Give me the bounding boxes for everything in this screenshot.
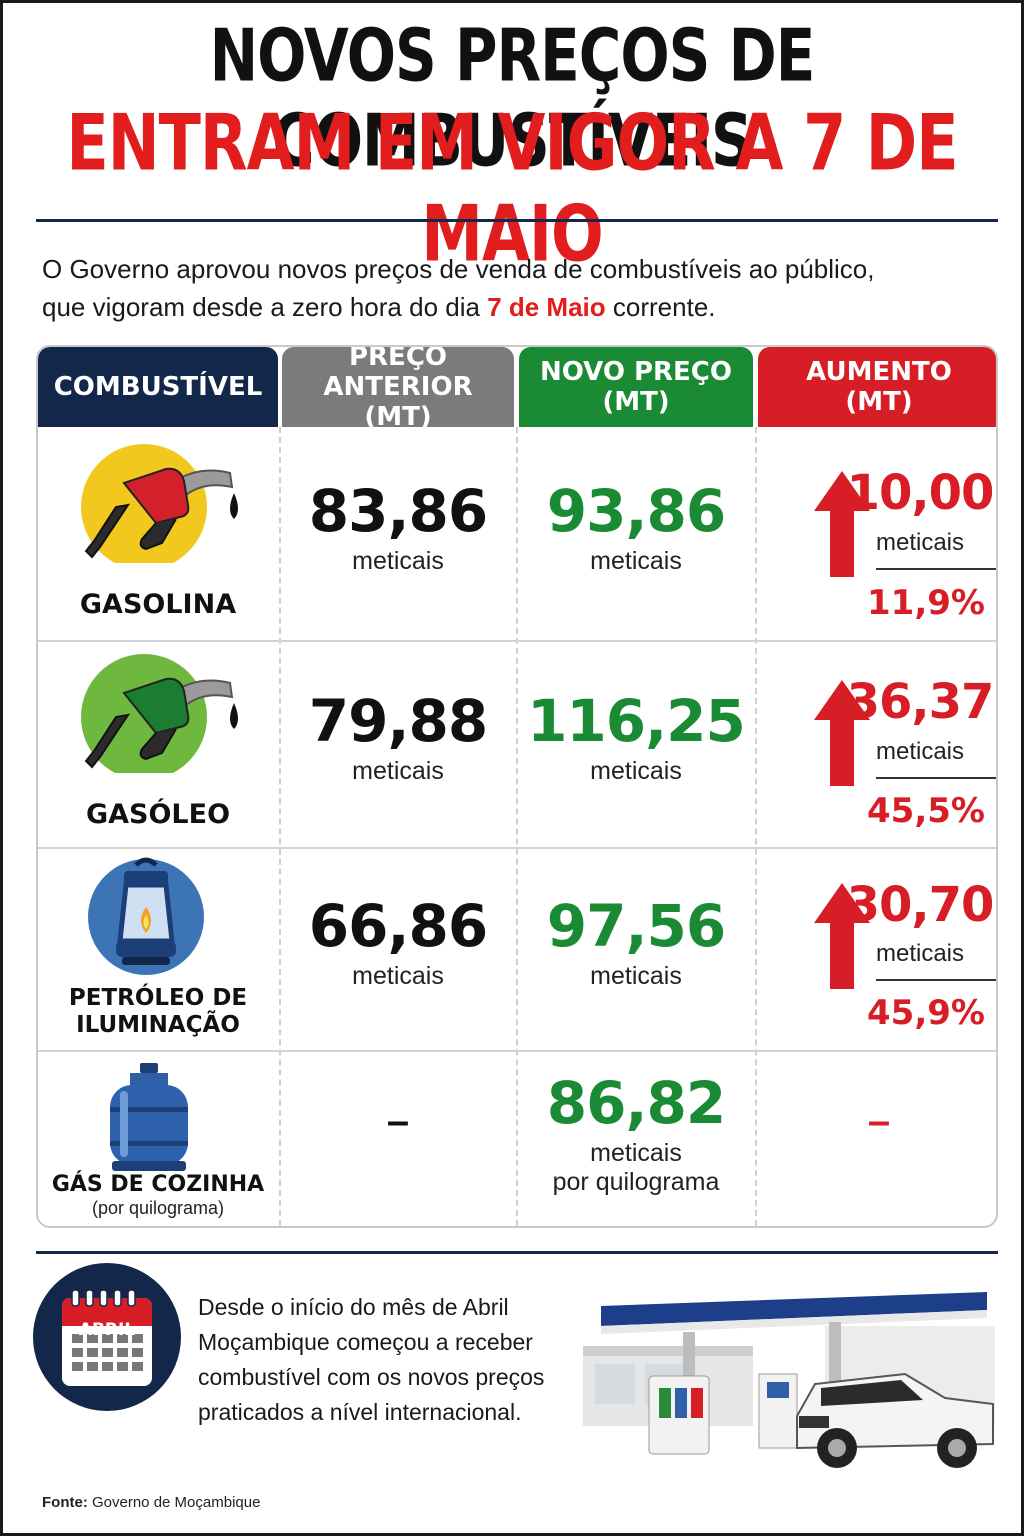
headline-line-1: NOVOS PREÇOS DE COMBUSTÍVEIS — [209, 13, 816, 183]
header-new-label: NOVO PREÇO — [539, 357, 732, 387]
new-price-unit: meticais — [590, 757, 682, 785]
increase-percent-petroleo: 45,9% — [867, 993, 985, 1033]
fuel-name-petroleo: PETRÓLEO DE ILUMINAÇÃO — [38, 985, 278, 1039]
previous-price-value: 79,88 — [308, 687, 488, 755]
previous-price-gas-cozinha: – — [282, 1099, 514, 1144]
previous-price-value: 83,86 — [308, 477, 488, 545]
divider — [36, 219, 998, 222]
increase-arrow-icon — [814, 883, 870, 989]
new-price-value: 116,25 — [527, 687, 746, 755]
previous-price-gasolina: 83,86 meticais — [282, 477, 514, 576]
intro-text: O Governo aprovou novos preços de venda … — [42, 250, 992, 326]
new-price-value: 86,82 — [546, 1069, 726, 1137]
increase-value-petroleo: 30,70 — [846, 877, 995, 933]
footnote-line-1: Desde o início do mês de Abril — [198, 1294, 509, 1320]
gas-station-illustration — [583, 1292, 995, 1468]
gas-pump-nozzle-green-icon — [81, 654, 238, 773]
increase-percent-gasoleo: 45,5% — [867, 791, 985, 831]
increase-arrow-icon — [814, 471, 870, 577]
increase-arrow-icon — [814, 680, 870, 786]
intro-part-1: O Governo aprovou novos preços de venda … — [42, 254, 875, 284]
increase-divider — [876, 777, 996, 779]
calendar-month-label: ABRIL — [78, 1320, 136, 1340]
increase-percent-gasolina: 11,9% — [867, 583, 985, 623]
headline-line-2: ENTRAM EM VIGOR A 7 DE MAIO — [66, 96, 958, 280]
new-price-gasoleo: 116,25 meticais — [519, 687, 753, 786]
increase-divider — [876, 979, 996, 981]
increase-divider — [876, 568, 996, 570]
previous-price-unit: meticais — [352, 547, 444, 575]
empty-value-dash: – — [867, 1099, 891, 1143]
column-divider — [755, 427, 757, 1226]
source-credit: Fonte: Governo de Moçambique — [42, 1494, 260, 1511]
header-new-price: NOVO PREÇO (MT) — [519, 347, 753, 427]
fuel-name-line-1: PETRÓLEO DE — [68, 985, 248, 1011]
increase-value-gasolina: 10,00 — [846, 465, 995, 521]
increase-gas-cozinha: – — [758, 1099, 996, 1144]
divider — [36, 1251, 998, 1254]
empty-value-dash: – — [386, 1099, 410, 1143]
gas-cylinder-icon — [110, 1063, 188, 1171]
row-divider — [38, 847, 996, 849]
new-price-unit-sub: por quilograma — [552, 1168, 720, 1196]
oil-lantern-icon — [88, 857, 204, 975]
previous-price-unit: meticais — [352, 757, 444, 785]
intro-part-3: corrente. — [605, 292, 716, 322]
footnote-line-4: praticados a nível internacional. — [198, 1399, 522, 1425]
fuel-name-gasolina: GASOLINA — [79, 589, 237, 620]
previous-price-gasoleo: 79,88 meticais — [282, 687, 514, 786]
new-price-value: 93,86 — [546, 477, 726, 545]
header-previous-label: PREÇO ANTERIOR — [323, 345, 473, 402]
new-price-unit: meticais — [590, 547, 682, 575]
intro-date-highlight: 7 de Maio — [487, 292, 606, 322]
increase-value-gasoleo: 36,37 — [846, 674, 995, 730]
increase-unit: meticais — [875, 738, 965, 765]
header-increase-label: AUMENTO — [806, 357, 952, 387]
header-new-unit: (MT) — [602, 387, 670, 417]
new-price-unit: meticais — [590, 1139, 682, 1167]
previous-price-value: 66,86 — [308, 892, 488, 960]
footnote-text: Desde o início do mês de Abril Moçambiqu… — [198, 1290, 598, 1430]
header-increase-unit: (MT) — [845, 387, 913, 417]
header-previous-price: PREÇO ANTERIOR (MT) — [282, 345, 514, 432]
header-previous-unit: (MT) — [364, 402, 432, 432]
fuel-name-gasoleo: GASÓLEO — [85, 799, 231, 830]
increase-unit: meticais — [875, 940, 965, 967]
new-price-gas-cozinha: 86,82 meticais por quilograma — [519, 1069, 753, 1197]
previous-price-petroleo: 66,86 meticais — [282, 892, 514, 991]
fuel-name-line-2: ILUMINAÇÃO — [76, 1012, 240, 1038]
row-divider — [38, 640, 996, 642]
increase-unit: meticais — [875, 529, 965, 556]
column-divider — [516, 427, 518, 1226]
new-price-gasolina: 93,86 meticais — [519, 477, 753, 576]
header-fuel-label: COMBUSTÍVEL — [53, 372, 263, 402]
column-divider — [279, 427, 281, 1226]
footnote-line-2: Moçambique começou a receber — [198, 1329, 533, 1355]
gas-pump-nozzle-red-icon — [81, 444, 238, 563]
previous-price-unit: meticais — [352, 962, 444, 990]
footnote-line-3: combustível com os novos preços — [198, 1364, 545, 1390]
source-value: Governo de Moçambique — [87, 1494, 261, 1511]
new-price-petroleo: 97,56 meticais — [519, 892, 753, 991]
header-increase: AUMENTO (MT) — [758, 347, 996, 427]
row-divider — [38, 1050, 996, 1052]
new-price-unit: meticais — [590, 962, 682, 990]
prices-table: COMBUSTÍVEL PREÇO ANTERIOR (MT) NOVO PREÇ… — [36, 345, 998, 1228]
calendar-icon — [33, 1263, 181, 1411]
intro-part-2: que vigoram desde a zero hora do dia — [42, 292, 488, 322]
new-price-value: 97,56 — [546, 892, 726, 960]
header-fuel: COMBUSTÍVEL — [38, 347, 278, 427]
fuel-name-gas-cozinha: GÁS DE COZINHA — [51, 1172, 265, 1197]
fuel-name-subtitle: (por quilograma) — [91, 1198, 225, 1218]
source-label: Fonte: — [42, 1494, 88, 1511]
